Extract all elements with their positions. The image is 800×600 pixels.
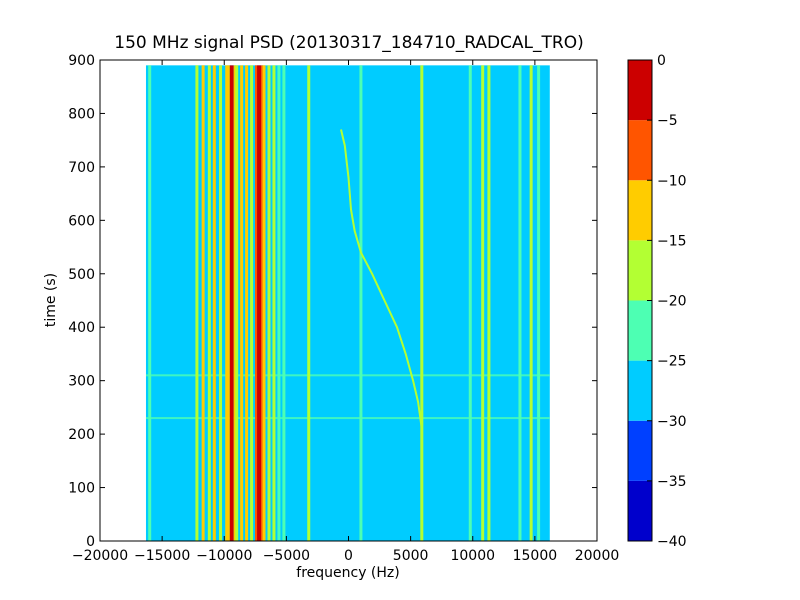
y-tick-label: 400 (68, 320, 95, 336)
signal-line-halo (233, 65, 236, 541)
signal-line (235, 65, 239, 541)
signal-line (282, 65, 286, 541)
y-axis-ticks: 0 100 200 300 400 500 600 700 800 900 (68, 53, 597, 550)
y-tick-label: 500 (68, 267, 95, 283)
colorbar-segment (628, 480, 652, 541)
y-axis-label: time (s) (43, 273, 59, 327)
signal-line (420, 65, 424, 541)
signal-line (359, 65, 363, 541)
x-tick-label: 0 (344, 548, 353, 564)
signal-line (240, 65, 244, 541)
y-tick-label: 200 (68, 427, 95, 443)
colorbar-tick-label: −15 (657, 233, 687, 249)
x-tick-label: 15000 (513, 548, 558, 564)
chart-title: 150 MHz signal PSD (20130317_184710_RADC… (114, 33, 583, 53)
horizontal-streak (145, 417, 550, 420)
colorbar-tick-label: −35 (657, 474, 687, 490)
signal-line (212, 65, 216, 541)
signal-line (257, 65, 262, 541)
signal-line (219, 65, 223, 541)
colorbar-segment (628, 60, 652, 121)
signal-line (229, 65, 234, 541)
colorbar-tick-label: −10 (657, 173, 687, 189)
colorbar-tick-label: −30 (657, 414, 687, 430)
signal-line (277, 65, 281, 541)
signal-line (250, 65, 254, 541)
colorbar-segment (628, 300, 652, 361)
x-axis-label: frequency (Hz) (296, 565, 399, 581)
signal-line-halo (261, 65, 264, 541)
colorbar-segment (628, 120, 652, 181)
colorbar-tick-label: −25 (657, 354, 687, 370)
x-tick-label: 20000 (575, 548, 620, 564)
y-tick-label: 800 (68, 106, 95, 122)
signal-line (487, 65, 491, 541)
colorbar-segment (628, 180, 652, 241)
y-tick-label: 0 (86, 534, 95, 550)
signal-line-halo (227, 65, 230, 541)
sweep-signal (340, 129, 423, 429)
colorbar-segment (628, 360, 652, 421)
colorbar-tick-label: −40 (657, 534, 687, 550)
signal-line (272, 65, 276, 541)
y-tick-label: 600 (68, 213, 95, 229)
signal-line (245, 65, 249, 541)
y-tick-label: 900 (68, 53, 95, 69)
x-tick-label: −15000 (134, 548, 190, 564)
colorbar-segment (628, 420, 652, 481)
signal-line (148, 65, 152, 541)
signal-line (195, 65, 199, 541)
signal-line (468, 65, 472, 541)
signal-line (207, 65, 211, 541)
x-tick-label: −20000 (72, 548, 128, 564)
colorbar (628, 60, 652, 541)
signal-line (518, 65, 522, 541)
signal-line (529, 65, 533, 541)
colorbar-tick-label: −20 (657, 294, 687, 310)
signal-line (267, 65, 271, 541)
x-tick-label: 10000 (450, 548, 495, 564)
y-tick-label: 700 (68, 160, 95, 176)
signal-line (262, 65, 266, 541)
horizontal-streak (145, 374, 550, 377)
colorbar-tick-label: 0 (657, 53, 666, 69)
colorbar-tick-label: −5 (657, 113, 678, 129)
x-tick-label: 5000 (393, 548, 429, 564)
psd-heatmap (145, 65, 550, 541)
signal-line (537, 65, 541, 541)
colorbar-ticks: 0 −5 −10 −15 −20 −25 −30 −35 −40 (647, 53, 687, 550)
y-tick-label: 100 (68, 481, 95, 497)
y-tick-label: 300 (68, 374, 95, 390)
colorbar-segment (628, 240, 652, 301)
x-tick-label: −10000 (196, 548, 252, 564)
signal-line (307, 65, 311, 541)
signal-line (201, 65, 205, 541)
signal-line-halo (255, 65, 258, 541)
signal-line (481, 65, 485, 541)
x-tick-label: −5000 (263, 548, 310, 564)
x-axis-ticks: −20000 −15000 −10000 −5000 0 5000 10000 15000 20… (72, 60, 619, 564)
signal-line (225, 65, 229, 541)
